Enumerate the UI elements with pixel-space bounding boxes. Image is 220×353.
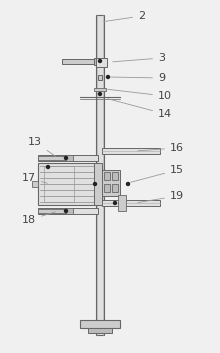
Bar bbox=[102, 170, 120, 196]
Text: 15: 15 bbox=[131, 165, 184, 182]
Bar bbox=[102, 148, 160, 154]
Bar bbox=[94, 88, 106, 91]
Circle shape bbox=[94, 183, 97, 185]
Bar bbox=[94, 163, 102, 205]
Circle shape bbox=[46, 166, 50, 168]
Bar bbox=[66, 155, 73, 161]
Bar bbox=[96, 15, 104, 335]
Circle shape bbox=[64, 209, 68, 213]
Bar bbox=[104, 172, 110, 180]
Circle shape bbox=[99, 92, 101, 96]
Bar bbox=[98, 75, 102, 80]
Bar bbox=[112, 172, 118, 180]
Text: 10: 10 bbox=[108, 89, 172, 101]
Bar bbox=[80, 320, 120, 328]
Bar bbox=[94, 58, 101, 65]
Circle shape bbox=[99, 60, 101, 62]
Text: 16: 16 bbox=[138, 143, 184, 153]
Bar bbox=[38, 209, 66, 213]
Text: 18: 18 bbox=[22, 212, 55, 225]
Bar bbox=[44, 166, 74, 202]
Bar bbox=[38, 163, 98, 205]
Text: 13: 13 bbox=[28, 137, 56, 156]
Bar bbox=[38, 156, 66, 160]
Bar bbox=[96, 58, 107, 67]
Circle shape bbox=[106, 76, 110, 78]
Text: 9: 9 bbox=[111, 73, 165, 83]
Bar bbox=[66, 208, 73, 214]
Bar bbox=[62, 59, 94, 64]
Bar bbox=[38, 155, 98, 161]
Bar bbox=[32, 181, 38, 187]
Circle shape bbox=[64, 156, 68, 160]
Bar bbox=[118, 195, 126, 211]
Bar bbox=[102, 200, 160, 206]
Text: 19: 19 bbox=[138, 191, 184, 203]
Bar bbox=[38, 208, 98, 214]
Circle shape bbox=[114, 202, 117, 204]
Bar bbox=[112, 184, 118, 192]
Circle shape bbox=[126, 183, 130, 185]
Bar bbox=[88, 328, 112, 333]
Text: 14: 14 bbox=[108, 99, 172, 119]
Text: 3: 3 bbox=[113, 53, 165, 63]
Text: 2: 2 bbox=[104, 11, 145, 22]
Text: 17: 17 bbox=[22, 173, 47, 183]
Bar bbox=[104, 184, 110, 192]
